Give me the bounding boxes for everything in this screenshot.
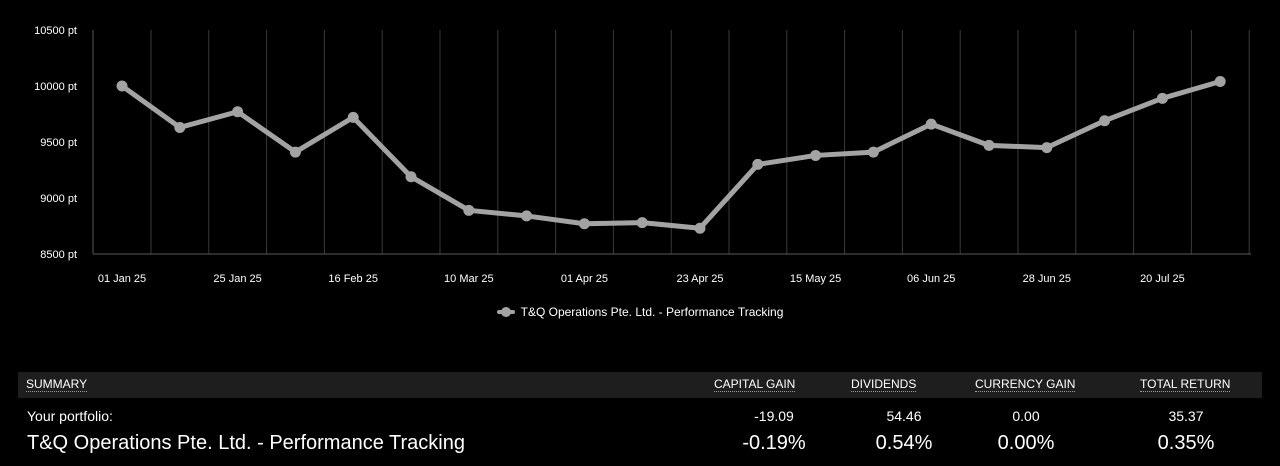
- data-point: [521, 210, 533, 222]
- data-point: [636, 217, 648, 229]
- data-point: [752, 158, 764, 170]
- dividends-header: DIVIDENDS: [851, 377, 917, 392]
- x-tick-label: 20 Jul 25: [1140, 273, 1185, 285]
- legend-swatch-icon: [496, 307, 515, 317]
- data-point: [1041, 142, 1053, 154]
- total-return-header: TOTAL RETURN: [1140, 377, 1231, 392]
- data-point: [983, 139, 995, 151]
- legend-label: T&Q Operations Pte. Ltd. - Performance T…: [520, 305, 784, 319]
- portfolio-total-return: 35.37: [1168, 408, 1204, 424]
- summary-header-label: SUMMARY: [26, 377, 88, 392]
- y-tick-label: 10000 pt: [34, 81, 77, 93]
- y-tick-label: 10500 pt: [34, 25, 77, 37]
- summary-table: SUMMARY CAPITAL GAIN DIVIDENDS CURRENCY …: [18, 372, 1262, 462]
- data-point: [867, 146, 879, 158]
- data-point: [174, 121, 186, 133]
- data-point: [1156, 92, 1168, 104]
- chart-legend[interactable]: T&Q Operations Pte. Ltd. - Performance T…: [0, 305, 1280, 319]
- data-point: [578, 218, 590, 230]
- x-tick-label: 01 Apr 25: [561, 273, 608, 285]
- percent-row: T&Q Operations Pte. Ltd. - Performance T…: [18, 432, 1262, 462]
- data-point: [810, 149, 822, 161]
- y-tick-label: 9000 pt: [40, 193, 77, 205]
- data-point: [1214, 76, 1226, 88]
- x-tick-label: 28 Jun 25: [1023, 273, 1071, 285]
- percent-total-return: 0.35%: [1157, 432, 1215, 454]
- y-tick-label: 8500 pt: [40, 249, 77, 261]
- portfolio-capital-gain: -19.09: [754, 408, 794, 424]
- data-point: [289, 146, 301, 158]
- performance-chart: 8500 pt 9000 pt 9500 pt 10000 pt 10500 pt 01 …: [34, 25, 1251, 285]
- data-point: [347, 111, 359, 123]
- y-tick-label: 9500 pt: [40, 137, 77, 149]
- x-tick-label: 16 Feb 25: [328, 273, 378, 285]
- percent-label: T&Q Operations Pte. Ltd. - Performance T…: [27, 432, 465, 454]
- x-tick-label: 15 May 25: [790, 273, 841, 285]
- portfolio-dividends: 54.46: [886, 408, 922, 424]
- percent-capital-gain: -0.19%: [742, 432, 806, 454]
- x-tick-label: 23 Apr 25: [676, 273, 723, 285]
- percent-currency-gain: 0.00%: [997, 432, 1055, 454]
- x-tick-label: 10 Mar 25: [444, 273, 494, 285]
- data-point: [694, 222, 706, 234]
- x-tick-label: 25 Jan 25: [213, 273, 261, 285]
- data-point: [116, 80, 128, 92]
- summary-header: SUMMARY CAPITAL GAIN DIVIDENDS CURRENCY …: [18, 372, 1262, 398]
- data-point: [405, 171, 417, 183]
- data-point: [463, 204, 475, 216]
- percent-dividends: 0.54%: [875, 432, 933, 454]
- portfolio-row: Your portfolio: -19.09 54.46 0.00 35.37: [18, 408, 1262, 432]
- capital-gain-header: CAPITAL GAIN: [714, 377, 796, 392]
- portfolio-currency-gain: 0.00: [1012, 408, 1040, 424]
- series-line: [119, 79, 1223, 231]
- currency-gain-header: CURRENCY GAIN: [975, 377, 1076, 392]
- data-point: [925, 118, 937, 130]
- portfolio-label: Your portfolio:: [27, 408, 113, 424]
- data-point: [1099, 115, 1111, 127]
- x-tick-label: 01 Jan 25: [98, 273, 146, 285]
- data-point: [232, 106, 244, 118]
- x-tick-label: 06 Jun 25: [907, 273, 955, 285]
